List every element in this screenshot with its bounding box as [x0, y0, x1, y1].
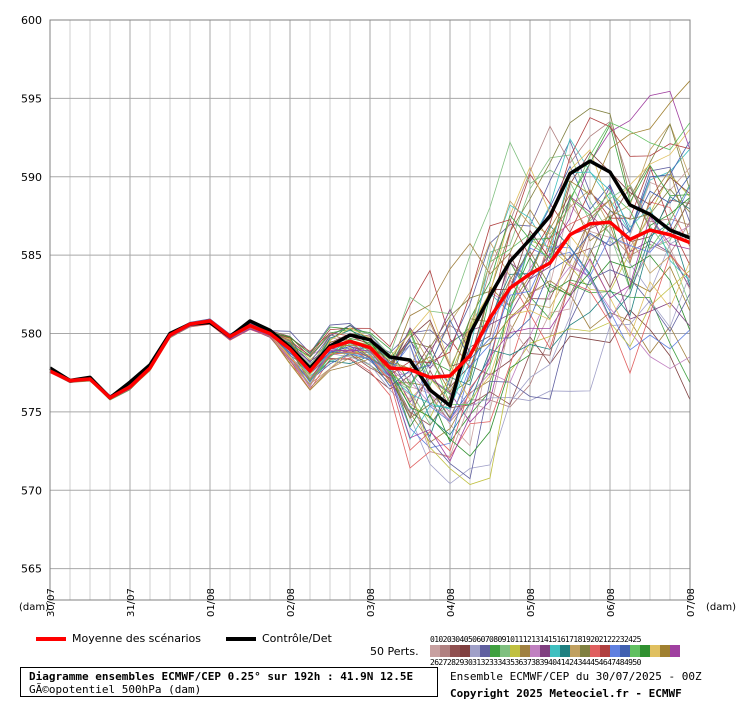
pert-color-swatch: [610, 645, 620, 657]
run-info: Ensemble ECMWF/CEP du 30/07/2025 - 00Z C…: [450, 668, 702, 702]
pert-color-swatch: [530, 645, 540, 657]
unit-label-left: (dam): [19, 602, 49, 613]
pert-color-swatch: [600, 645, 610, 657]
pert-color-swatch: [660, 645, 670, 657]
x-tick-label: 31/07: [126, 588, 137, 617]
pert-color-row: [430, 645, 680, 657]
pert-color-swatch: [620, 645, 630, 657]
x-tick-label: 02/08: [286, 588, 297, 617]
pert-color-swatch: [520, 645, 530, 657]
pert-color-swatch: [580, 645, 590, 657]
control-swatch: [226, 637, 256, 641]
legend-control: Contrôle/Det: [226, 632, 332, 645]
x-tick-label: 01/08: [206, 588, 217, 617]
pert-numbers-row1: 0102030405060708091011121314151617181920…: [430, 635, 641, 644]
y-tick-label: 600: [21, 14, 42, 27]
x-tick-label: 06/08: [606, 588, 617, 617]
y-tick-label: 585: [21, 249, 42, 262]
chart-title: Diagramme ensembles ECMWF/CEP 0.25° sur …: [29, 670, 414, 683]
x-tick-label: 07/08: [686, 588, 697, 617]
pert-color-swatch: [630, 645, 640, 657]
y-tick-label: 590: [21, 171, 42, 184]
pert-color-swatch: [430, 645, 440, 657]
plot-frame: [49, 19, 691, 601]
pert-color-swatch: [460, 645, 470, 657]
unit-label-right: (dam): [706, 602, 736, 613]
x-tick-label: 30/07: [46, 588, 57, 617]
pert-color-swatch: [560, 645, 570, 657]
pert-color-swatch: [470, 645, 480, 657]
y-tick-label: 565: [21, 563, 42, 576]
y-tick-label: 570: [21, 484, 42, 497]
pert-color-swatch: [440, 645, 450, 657]
y-tick-label: 595: [21, 92, 42, 105]
y-tick-labels: 565 570 575 580 585 590 595 600: [21, 14, 42, 576]
x-tick-label: 03/08: [366, 588, 377, 617]
chart-grid: [49, 19, 691, 600]
pert-color-swatch: [490, 645, 500, 657]
chart-subtitle: GÃ©opotentiel 500hPa (dam): [29, 683, 202, 696]
pert-color-swatch: [650, 645, 660, 657]
legend-control-label: Contrôle/Det: [262, 632, 332, 645]
pert-color-swatch: [450, 645, 460, 657]
pert-numbers-row2: 2627282930313233343536373839404142434445…: [430, 658, 641, 667]
pert-color-swatch: [480, 645, 490, 657]
pert-color-swatch: [670, 645, 680, 657]
y-tick-label: 575: [21, 406, 42, 419]
pert-color-swatch: [540, 645, 550, 657]
x-tick-label: 04/08: [446, 588, 457, 617]
ensemble-chart: 565 570 575 580 585 590 595 600 30/07 31/07 01/08…: [19, 14, 736, 617]
pert-color-swatch: [510, 645, 520, 657]
run-label: Ensemble ECMWF/CEP du 30/07/2025 - 00Z: [450, 670, 702, 683]
pert-color-swatch: [570, 645, 580, 657]
y-tick-label: 580: [21, 328, 42, 341]
mean-line: [49, 220, 691, 400]
x-tick-label: 05/08: [526, 588, 537, 617]
title-box: Diagramme ensembles ECMWF/CEP 0.25° sur …: [20, 667, 438, 697]
perts-label: 50 Perts.: [370, 645, 419, 658]
pert-color-swatch: [640, 645, 650, 657]
pert-color-swatch: [500, 645, 510, 657]
main-lines: [49, 159, 691, 408]
pert-color-swatch: [550, 645, 560, 657]
pert-color-swatch: [590, 645, 600, 657]
copyright: Copyright 2025 Meteociel.fr - ECMWF: [450, 687, 682, 700]
x-tick-labels: 30/07 31/07 01/08 02/08 03/08 04/08 05/08 06/08…: [46, 588, 697, 617]
mean-swatch: [36, 637, 66, 641]
legend-mean-label: Moyenne des scénarios: [72, 632, 201, 645]
legend-mean: Moyenne des scénarios: [36, 632, 201, 645]
